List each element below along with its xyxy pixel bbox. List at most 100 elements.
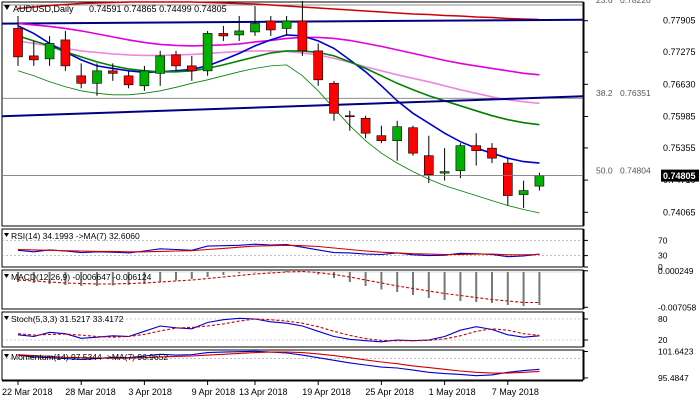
candle-body [108,70,118,74]
time-tick-label: 1 May 2018 [429,387,476,397]
candle-body [13,28,23,58]
candle-body [502,162,513,196]
candle-body [408,127,418,154]
candles [13,1,545,209]
candle-body [281,20,292,29]
candle-body [171,54,181,67]
rsi-tick-label: 30 [658,251,668,261]
rsi-tick-label: 70 [658,235,668,245]
candle-body [44,43,55,60]
candle-body [423,155,434,175]
candle-body [329,83,339,114]
candle-body [202,33,213,72]
macd-line-0 [17,270,540,304]
candle-body [234,30,244,36]
time-tick-label: 25 Apr 2018 [365,387,414,397]
candle-body [471,145,482,151]
rsi-label: RSI(14) 34.1993 ->MA(7) 32.6060 [11,231,140,241]
macd-pane: 0.000249 -0.007058 MACD(12,26,9) -0.006647… [2,266,697,312]
fib-level-label: 23.6 [596,0,613,5]
time-tick-label: 3 Apr 2018 [128,387,172,397]
fib-level-price: 0.74804 [620,165,651,175]
current-price-label: 0.74805 [663,171,696,181]
pane-frame-0 [1,1,584,227]
main-pane: 50.0 0.74804 38.2 0.76351 23.6 0.78220 0.77905… [1,0,699,226]
candle-body [265,20,276,31]
fib-level-label: 50.0 [596,165,613,175]
stoch-marker-icon [4,316,9,320]
stoch-pane: 80 20 Stoch(5,3,3) 31.5217 33.4172 [2,312,668,347]
candle-body [534,175,545,187]
price-tick-label: 0.77905 [663,16,696,26]
pane-frame-4 [1,349,584,381]
time-tick-label: 19 Apr 2018 [302,387,351,397]
candle-body [92,70,102,84]
pane-frame-2 [1,269,584,310]
time-tick-label: 28 Mar 2018 [65,387,116,397]
candle-body [28,55,39,61]
chart-title: AUDUSD,Daily [13,4,74,14]
time-axis: 22 Mar 2018 28 Mar 2018 3 Apr 2018 9 Apr 20… [2,381,539,397]
fib-level-label: 38.2 [596,88,613,98]
time-tick-label: 7 May 2018 [492,387,539,397]
pane-frame-3 [1,311,584,348]
momentum-marker-icon [4,354,9,358]
candle-body [487,147,497,159]
candle-body [60,39,71,67]
macd-label: MACD(12,26,9) -0.006647 -0.006124 [11,272,152,282]
pane-frame-1 [1,228,584,268]
candle-body [344,115,355,118]
candle-body [392,126,403,141]
candle-body [76,75,86,84]
macd-tick-label: 0.000249 [658,266,694,276]
candle-body [455,145,466,171]
momentum-pane: 101.6423 95.4847 Momentum(14) 97.5344 ->MA… [2,347,694,383]
overlay-line-6 [1,95,584,118]
time-tick-label: 9 Apr 2018 [192,387,236,397]
overlay-line-4 [17,25,540,164]
macd-marker-icon [4,274,9,278]
candle-body [218,33,229,37]
overlay-line-0 [17,1,540,21]
current-price-box [661,169,699,182]
candle-body [518,190,529,195]
candle-body [439,171,450,174]
rsi-marker-icon [4,233,9,237]
candle-body [187,65,197,72]
overlay-line-5 [17,35,540,126]
candle-body [139,70,150,87]
price-tick-label: 0.74065 [663,207,696,217]
rsi-pane: 70 300 RSI(14) 34.1993 ->MA(7) 32.6060 [2,229,668,272]
stoch-line-1 [17,318,540,342]
overlay-line-7 [17,64,540,214]
stoch-tick-label: 20 [658,335,668,345]
stoch-tick-label: 80 [658,314,668,324]
candle-body [360,117,371,134]
overlay-line-1 [1,18,584,25]
price-tick-label: 0.77275 [663,47,696,57]
momentum-tick-label: 101.6423 [658,347,694,357]
fib-level-price: 0.76351 [620,88,651,98]
ohlc-header: 0.74591 0.74865 0.74499 0.74805 [89,4,227,14]
rsi-line-1 [17,244,540,256]
overlay-line-2 [17,22,540,76]
price-tick-label: 0.75355 [663,143,696,153]
candle-body [250,23,260,33]
price-tick-label: 0.75985 [663,111,696,121]
candle-body [155,55,165,74]
time-tick-label: 13 Apr 2018 [239,387,288,397]
chart-title-marker-icon [4,5,10,10]
fib-level-price: 0.78220 [620,0,651,5]
macd-tick-label: -0.007058 [658,302,697,312]
momentum-line-1 [17,351,540,374]
candle-body [123,75,134,86]
momentum-label: Momentum(14) 97.5344 ->MA(7) 96.9652 [11,352,168,362]
time-tick-label: 22 Mar 2018 [2,387,53,397]
rsi-tick-label: 0 [658,262,663,272]
candle-body [297,20,308,52]
candle-body [313,50,324,81]
momentum-tick-label: 95.4847 [658,373,689,383]
stoch-label: Stoch(5,3,3) 31.5217 33.4172 [11,314,124,324]
